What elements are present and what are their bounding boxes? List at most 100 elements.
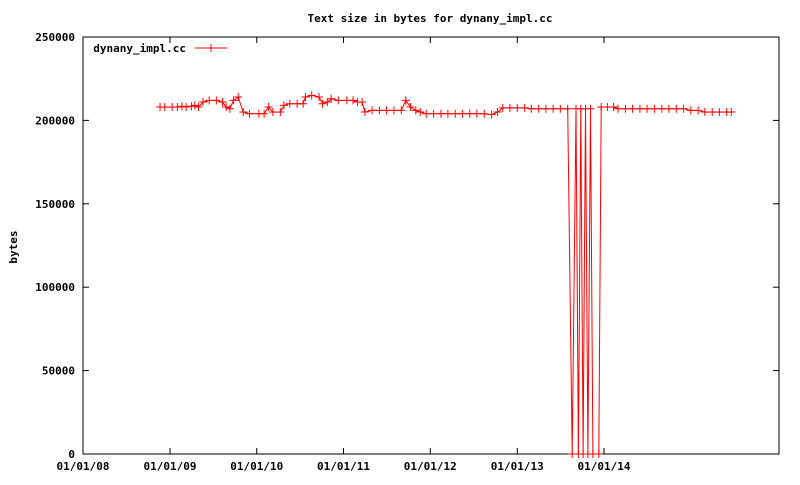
data-point-marker <box>650 104 659 113</box>
y-tick-label: 150000 <box>35 198 75 211</box>
data-point-marker <box>318 99 327 108</box>
data-point-marker <box>715 108 724 117</box>
data-point-marker <box>694 106 703 115</box>
chart-title: Text size in bytes for dynany_impl.cc <box>307 12 552 25</box>
series-line <box>160 94 732 455</box>
data-point-marker <box>375 106 384 115</box>
data-point-marker <box>225 104 234 113</box>
data-point-marker <box>389 106 398 115</box>
data-point-marker <box>315 93 324 102</box>
data-point-marker <box>360 108 369 117</box>
data-point-marker <box>182 103 191 112</box>
data-point-marker <box>465 109 474 118</box>
data-point-marker <box>534 104 543 113</box>
legend: dynany_impl.cc <box>93 42 227 55</box>
y-tick-label: 200000 <box>35 114 75 127</box>
data-point-marker <box>487 110 496 119</box>
data-point-marker <box>520 103 529 112</box>
data-point-marker <box>205 96 214 105</box>
data-point-marker <box>563 104 572 113</box>
data-point-marker <box>429 109 438 118</box>
data-point-marker <box>301 93 310 102</box>
data-point-marker <box>643 104 652 113</box>
data-point-marker <box>505 103 514 112</box>
x-tick-label: 01/01/09 <box>144 460 197 473</box>
data-point-marker <box>628 104 637 113</box>
data-point-marker <box>727 108 736 117</box>
data-point-marker <box>556 104 565 113</box>
data-point-marker <box>199 98 208 107</box>
data-point-marker <box>498 103 507 112</box>
y-axis-ticks: 0 50000 100000 150000 200000 250000 <box>35 31 779 461</box>
data-point-marker <box>160 103 169 112</box>
data-point-marker <box>635 104 644 113</box>
data-point-marker <box>299 99 308 108</box>
x-axis-ticks: 01/01/08 01/01/09 01/01/10 01/01/11 01/01/12… <box>57 37 631 473</box>
data-point-marker <box>327 94 336 103</box>
y-tick-label: 50000 <box>42 365 75 378</box>
data-point-marker <box>657 104 666 113</box>
data-point-marker <box>173 103 182 112</box>
data-point-marker <box>260 109 269 118</box>
data-point-marker <box>664 104 673 113</box>
data-point-marker <box>609 103 618 112</box>
data-point-marker <box>279 101 288 110</box>
data-point-marker <box>541 104 550 113</box>
y-tick-label: 250000 <box>35 31 75 44</box>
data-point-marker <box>245 109 254 118</box>
x-tick-label: 01/01/12 <box>404 460 457 473</box>
data-point-marker <box>349 96 358 105</box>
data-point-marker <box>443 109 452 118</box>
data-point-marker <box>458 109 467 118</box>
data-point-marker <box>621 104 630 113</box>
data-point-marker <box>229 96 238 105</box>
plot-area-frame <box>82 36 780 455</box>
data-point-marker <box>190 101 199 110</box>
x-tick-label: 01/01/11 <box>317 460 370 473</box>
data-point-marker <box>187 102 196 111</box>
data-point-marker <box>493 108 502 117</box>
data-point-marker <box>397 106 406 115</box>
data-point-marker <box>708 108 717 117</box>
y-tick-label: 100000 <box>35 281 75 294</box>
data-point-marker <box>285 99 294 108</box>
data-point-marker <box>527 104 536 113</box>
data-point-marker <box>586 104 595 113</box>
data-point-marker <box>451 109 460 118</box>
data-point-marker <box>411 106 420 115</box>
data-point-marker <box>276 108 285 117</box>
data-point-marker <box>549 104 558 113</box>
data-point-marker <box>358 98 367 107</box>
data-point-marker <box>222 103 231 112</box>
data-point-marker <box>307 91 316 100</box>
data-point-marker <box>436 109 445 118</box>
data-point-marker <box>594 450 603 458</box>
y-tick-label: 0 <box>68 448 75 461</box>
legend-marker <box>207 44 215 52</box>
data-point-marker <box>194 103 203 112</box>
data-point-marker <box>679 104 688 113</box>
data-point-marker <box>472 109 481 118</box>
data-point-marker <box>614 104 623 113</box>
data-point-marker <box>334 96 343 105</box>
x-tick-label: 01/01/14 <box>578 460 631 473</box>
data-point-marker <box>239 108 248 117</box>
x-tick-label: 01/01/08 <box>57 460 110 473</box>
data-point-marker <box>177 102 186 111</box>
data-point-marker <box>513 103 522 112</box>
data-point-marker <box>218 98 227 107</box>
data-point-marker <box>422 109 431 118</box>
data-point-marker <box>480 109 489 118</box>
data-point-marker <box>234 93 243 102</box>
data-point-marker <box>416 108 425 117</box>
x-tick-label: 01/01/10 <box>230 460 283 473</box>
data-point-marker <box>401 96 410 105</box>
data-point-marker <box>672 104 681 113</box>
data-point-marker <box>323 98 332 107</box>
data-point-marker <box>382 106 391 115</box>
data-point-marker <box>406 103 415 112</box>
data-point-marker <box>212 96 221 105</box>
data-point-marker <box>700 108 709 117</box>
